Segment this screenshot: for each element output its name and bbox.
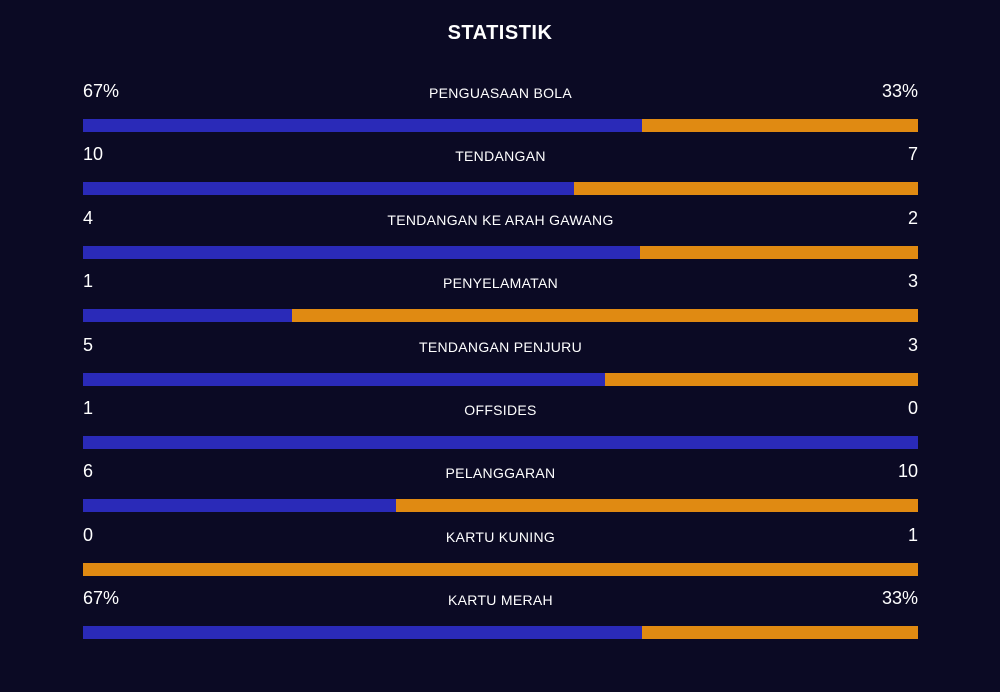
away-bar-segment xyxy=(291,309,918,323)
away-bar-segment xyxy=(639,245,918,259)
stat-name: OFFSIDES xyxy=(464,401,537,418)
stat-labels: 10 TENDANGAN 7 xyxy=(83,141,918,171)
home-value: 0 xyxy=(83,524,94,545)
stat-labels: 5 TENDANGAN PENJURU 3 xyxy=(83,332,918,362)
stat-labels: 67% PENGUASAAN BOLA 33% xyxy=(83,78,918,108)
stat-labels: 0 KARTU KUNING 1 xyxy=(83,522,918,552)
page-title: STATISTIK xyxy=(447,22,553,44)
away-value: 2 xyxy=(907,207,918,228)
stat-name: KARTU MERAH xyxy=(448,592,553,609)
home-bar-segment xyxy=(83,182,574,196)
comparison-bar xyxy=(83,626,918,640)
home-bar-segment xyxy=(83,499,397,513)
stat-labels: 67% KARTU MERAH 33% xyxy=(83,585,918,615)
comparison-bar xyxy=(83,499,918,513)
stat-labels: 6 PELANGGARAN 10 xyxy=(83,458,918,488)
away-value: 0 xyxy=(907,397,918,418)
stat-row: 1 PENYELAMATAN 3 xyxy=(83,268,918,331)
away-bar-segment xyxy=(83,562,918,576)
away-value: 3 xyxy=(907,271,918,292)
away-value: 1 xyxy=(907,524,918,545)
stat-name: TENDANGAN PENJURU xyxy=(418,338,582,355)
away-bar-segment xyxy=(642,119,918,132)
away-value: 3 xyxy=(907,334,918,355)
away-value: 33% xyxy=(881,81,918,101)
stat-labels: 1 PENYELAMATAN 3 xyxy=(83,268,918,298)
away-bar-segment xyxy=(642,626,918,640)
home-bar-segment xyxy=(83,372,605,386)
home-bar-segment xyxy=(83,119,643,132)
stat-name: PELANGGARAN xyxy=(445,465,556,482)
away-value: 10 xyxy=(897,461,918,482)
home-value: 67% xyxy=(83,81,120,101)
comparison-bar xyxy=(83,245,918,259)
away-bar-segment xyxy=(573,182,918,196)
stat-name: TENDANGAN KE ARAH GAWANG xyxy=(387,211,614,228)
comparison-bar xyxy=(83,435,918,449)
stat-name: KARTU KUNING xyxy=(445,528,556,545)
stat-row: 4 TENDANGAN KE ARAH GAWANG 2 xyxy=(83,205,918,268)
comparison-bar xyxy=(83,119,918,132)
home-bar-segment xyxy=(83,435,918,449)
home-bar-segment xyxy=(83,626,643,640)
stat-name: PENYELAMATAN xyxy=(442,275,559,292)
home-bar-segment xyxy=(83,245,640,259)
home-value: 67% xyxy=(83,588,120,609)
home-value: 4 xyxy=(83,207,94,228)
away-bar-segment xyxy=(396,499,918,513)
home-value: 5 xyxy=(83,334,94,355)
home-value: 1 xyxy=(83,271,94,292)
home-bar-segment xyxy=(83,309,292,323)
stat-row: 67% PENGUASAAN BOLA 33% xyxy=(83,78,918,141)
comparison-bar xyxy=(83,182,918,196)
stat-name: TENDANGAN xyxy=(455,148,546,165)
away-bar-segment xyxy=(604,372,918,386)
home-value: 1 xyxy=(83,397,94,418)
comparison-bar xyxy=(83,309,918,323)
stat-row: 0 KARTU KUNING 1 xyxy=(83,522,918,585)
stat-row: 6 PELANGGARAN 10 xyxy=(83,458,918,521)
stat-row: 10 TENDANGAN 7 xyxy=(83,141,918,204)
stat-labels: 4 TENDANGAN KE ARAH GAWANG 2 xyxy=(83,205,918,235)
stat-name: PENGUASAAN BOLA xyxy=(429,85,572,101)
stat-row: 67% KARTU MERAH 33% xyxy=(83,585,918,648)
comparison-bar xyxy=(83,562,918,576)
away-value: 33% xyxy=(881,588,918,609)
comparison-bar xyxy=(83,372,918,386)
home-value: 10 xyxy=(83,144,104,165)
stat-labels: 1 OFFSIDES 0 xyxy=(83,395,918,425)
stat-row: 5 TENDANGAN PENJURU 3 xyxy=(83,332,918,395)
stat-row: 1 OFFSIDES 0 xyxy=(83,395,918,458)
home-value: 6 xyxy=(83,461,94,482)
away-value: 7 xyxy=(907,144,918,165)
stats-list: 67% PENGUASAAN BOLA 33% 10 TENDANGAN 7 4 TENDAN… xyxy=(83,78,918,649)
